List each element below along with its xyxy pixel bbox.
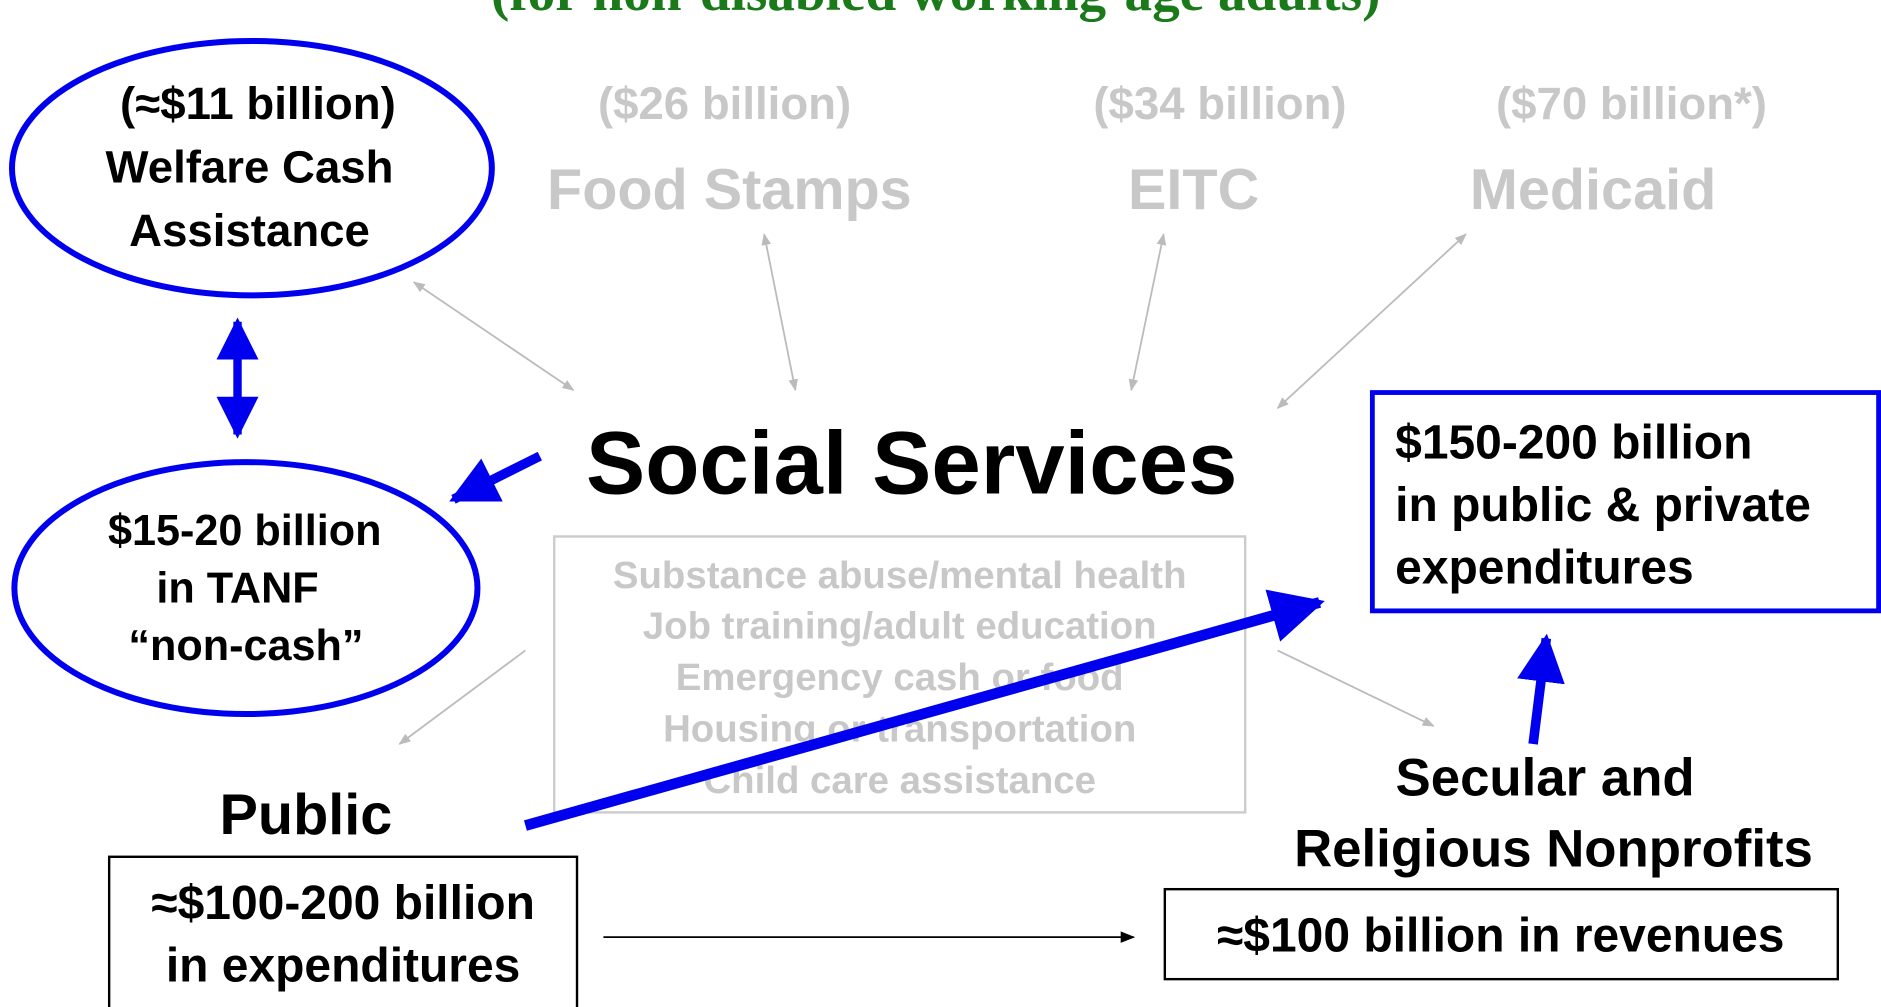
program-label: EITC	[1128, 158, 1259, 222]
total-text: $150-200 billion	[1395, 417, 1752, 470]
program-label: Medicaid	[1470, 158, 1716, 222]
public-label: Public	[220, 783, 393, 847]
nonprofit-label: Religious Nonprofits	[1294, 819, 1813, 878]
program-amount: ($70 billion*)	[1496, 78, 1767, 129]
service: Housing or transportation	[663, 708, 1136, 751]
center-title: Social Services	[586, 413, 1237, 512]
blue-arrow	[523, 589, 1325, 831]
public-text: ≈$100-200 billion	[151, 877, 535, 930]
service: Substance abuse/mental health	[613, 554, 1187, 597]
blue-arrow	[449, 451, 542, 504]
program-label: Food Stamps	[547, 158, 912, 222]
welfare-text: Welfare Cash	[106, 142, 394, 193]
title: (for non-disabled working-age adults)	[491, 0, 1381, 22]
welfare-text: (≈$11 billion)	[120, 78, 396, 129]
nonprofit-box	[1163, 887, 1840, 981]
tanf-text: “non-cash”	[128, 622, 363, 670]
program-amount: ($26 billion)	[598, 78, 851, 129]
total-text: expenditures	[1395, 541, 1694, 594]
nonprofit-text: ≈$100 billion in revenues	[1217, 910, 1785, 963]
public-box	[107, 855, 579, 1007]
welfare-ellipse	[8, 38, 495, 299]
total-text: in public & private	[1395, 479, 1811, 532]
public-text: in expenditures	[166, 940, 521, 993]
service: Job training/adult education	[643, 604, 1157, 647]
services-box	[553, 535, 1247, 814]
service: Child care assistance	[703, 759, 1095, 802]
program-amount: ($34 billion)	[1093, 78, 1346, 129]
blue-arrow	[1517, 633, 1565, 745]
gray-arrows	[398, 233, 1467, 745]
tanf-text: $15-20 billion	[108, 507, 382, 555]
total-box	[1369, 390, 1881, 614]
welfare-text: Assistance	[129, 205, 370, 256]
tanf-text: in TANF	[156, 564, 318, 612]
tanf-ellipse	[11, 459, 481, 718]
nonprofit-label: Secular and	[1396, 749, 1695, 808]
